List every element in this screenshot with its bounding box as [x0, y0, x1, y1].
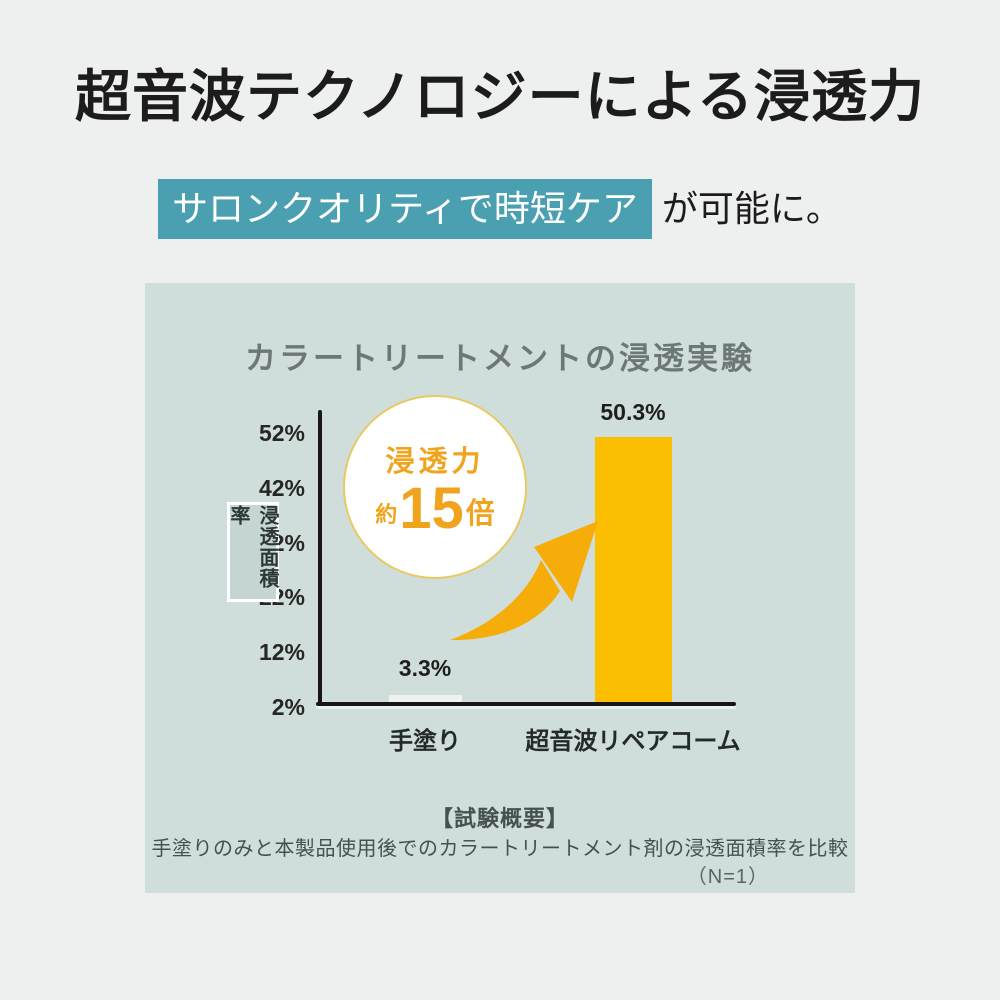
subtitle: サロンクオリティで時短ケア が可能に。	[0, 179, 1000, 240]
value-label-hand: 3.3%	[398, 655, 452, 681]
subtitle-highlight: サロンクオリティで時短ケア	[158, 179, 652, 240]
footer-heading: 【試験概要】	[430, 806, 569, 831]
value-label-ultrasonic: 50.3%	[600, 399, 666, 425]
category-label-ultrasonic: 超音波リペアコーム	[525, 728, 741, 755]
badge-number: 15	[399, 476, 464, 542]
y-axis-line	[318, 410, 322, 706]
chart-panel: カラートリートメントの浸透実験 52% 42% 32% 22% 12% 2% 浸…	[145, 283, 855, 893]
subtitle-rest: が可能に。	[661, 188, 842, 229]
badge-prefix: 約	[375, 501, 398, 527]
chart-title: カラートリートメントの浸透実験	[245, 341, 755, 376]
badge-title: 浸透力	[385, 446, 485, 479]
y-tick: 12%	[258, 639, 305, 665]
bar-hand-applied	[389, 695, 462, 702]
bar-ultrasonic-comb	[595, 437, 672, 702]
y-tick: 2%	[271, 694, 305, 720]
penetration-badge: 浸透力 約 15 倍	[343, 395, 527, 579]
y-axis-label: 浸透面積率	[227, 502, 279, 602]
y-tick: 42%	[258, 475, 305, 501]
footer-description: 手塗りのみと本製品使用後でのカラートリートメント剤の浸透面積率を比較	[151, 838, 849, 860]
x-axis-line	[316, 702, 736, 706]
footer-sample-note: （N=1）	[686, 866, 769, 888]
growth-arrow-icon	[448, 513, 600, 655]
page-title: 超音波テクノロジーによる浸透力	[75, 65, 925, 128]
badge-multiplier: 約 15 倍	[375, 476, 495, 542]
y-tick: 52%	[258, 420, 305, 446]
badge-suffix: 倍	[465, 497, 495, 530]
category-label-hand: 手塗り	[389, 728, 461, 755]
